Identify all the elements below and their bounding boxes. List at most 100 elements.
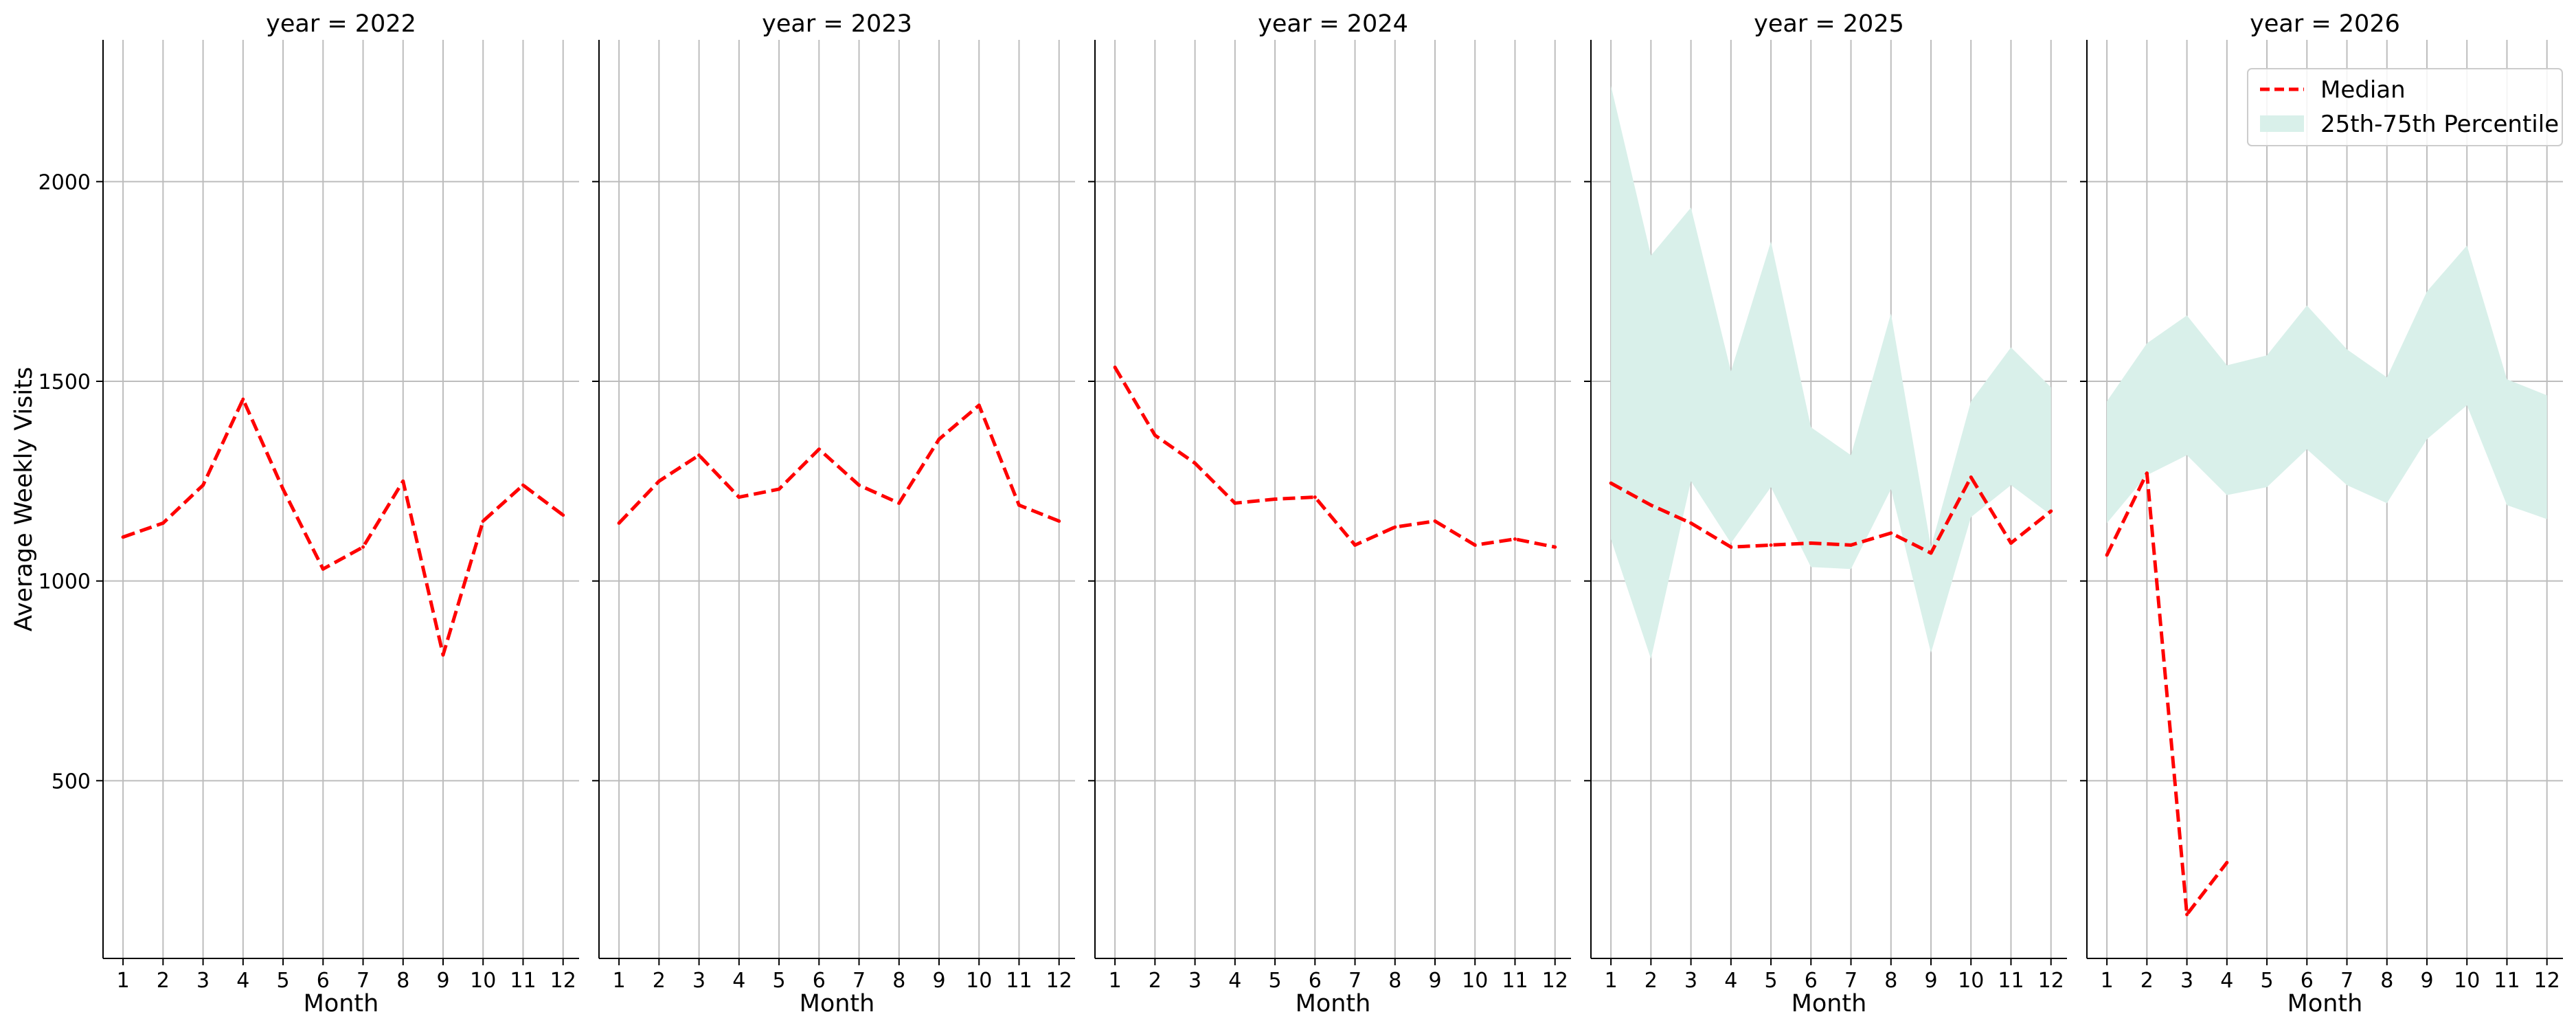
x-tick-label: 11 [1502, 969, 1528, 993]
x-tick-label: 9 [2420, 969, 2433, 993]
x-axis-title: Month [1792, 990, 1867, 1018]
x-tick-label: 12 [2038, 969, 2064, 993]
x-tick-label: 10 [966, 969, 992, 993]
median-point [897, 501, 901, 505]
median-point [2145, 471, 2149, 475]
median-point [1273, 497, 1277, 501]
median-point [1769, 543, 1773, 547]
x-tick-label: 6 [1805, 969, 1818, 993]
median-point [1153, 433, 1157, 437]
median-point [361, 545, 365, 549]
legend-label-median: Median [2320, 76, 2406, 104]
median-point [1969, 475, 1973, 480]
median-point [2225, 860, 2229, 864]
x-axis-title: Month [800, 990, 875, 1018]
x-tick-label: 11 [1998, 969, 2024, 993]
median-point [441, 653, 445, 657]
x-tick-label: 4 [236, 969, 249, 993]
median-point [1473, 543, 1477, 547]
x-tick-label: 1 [117, 969, 130, 993]
x-tick-label: 8 [396, 969, 409, 993]
panel-title: year = 2023 [762, 10, 912, 38]
x-tick-label: 9 [436, 969, 449, 993]
median-line [2105, 471, 2228, 917]
x-tick-label: 6 [317, 969, 330, 993]
x-tick-label: 12 [550, 969, 576, 993]
x-tick-label: 3 [1188, 969, 1201, 993]
median-point [1929, 551, 1933, 555]
median-point [1017, 503, 1021, 507]
median-point [1729, 545, 1733, 549]
median-point [201, 483, 205, 487]
median-point [817, 447, 821, 451]
x-tick-label: 10 [1462, 969, 1488, 993]
x-tick-label: 10 [470, 969, 496, 993]
median-point [1193, 461, 1197, 465]
x-axis-title: Month [304, 990, 379, 1018]
x-tick-label: 5 [1765, 969, 1778, 993]
median-point [1353, 543, 1357, 547]
median-point [1889, 531, 1893, 535]
x-tick-label: 3 [2180, 969, 2193, 993]
legend-band-swatch [2260, 115, 2304, 132]
x-tick-label: 12 [1542, 969, 1568, 993]
x-tick-label: 1 [1605, 969, 1618, 993]
median-point [1233, 501, 1237, 505]
x-axis-title: Month [1296, 990, 1371, 1018]
x-tick-label: 3 [196, 969, 210, 993]
median-point [857, 483, 861, 487]
median-point [321, 567, 325, 571]
x-tick-label: 5 [1269, 969, 1282, 993]
x-tick-label: 2 [653, 969, 666, 993]
panel-title: year = 2026 [2250, 10, 2400, 38]
median-point [401, 479, 405, 483]
x-tick-label: 3 [1684, 969, 1697, 993]
median-point [937, 437, 941, 441]
x-tick-label: 8 [2380, 969, 2393, 993]
x-tick-label: 2 [1645, 969, 1658, 993]
median-point [617, 521, 621, 525]
legend: Median 25th-75th Percentile [2247, 68, 2563, 146]
percentile-band [1611, 85, 2051, 660]
x-tick-label: 12 [1046, 969, 1072, 993]
median-point [1553, 545, 1557, 549]
median-point [1809, 541, 1813, 545]
median-line [1113, 366, 1556, 549]
x-tick-label: 2 [2140, 969, 2154, 993]
y-tick-label: 2000 [38, 170, 91, 194]
x-tick-label: 9 [1428, 969, 1441, 993]
x-tick-label: 11 [510, 969, 536, 993]
x-tick-label: 1 [2101, 969, 2114, 993]
panel-title: year = 2025 [1754, 10, 1904, 38]
median-point [657, 479, 661, 483]
x-tick-label: 11 [1006, 969, 1032, 993]
median-point [697, 453, 701, 458]
median-point [1313, 495, 1317, 499]
y-axis-title: Average Weekly Visits [10, 367, 38, 631]
median-point [1433, 519, 1437, 523]
x-tick-label: 9 [932, 969, 945, 993]
panel-title: year = 2024 [1258, 10, 1408, 38]
x-tick-label: 4 [732, 969, 745, 993]
x-tick-label: 6 [813, 969, 826, 993]
x-axis-title: Month [2287, 990, 2363, 1018]
x-tick-label: 8 [1884, 969, 1897, 993]
x-tick-label: 4 [1228, 969, 1241, 993]
legend-label-band: 25th-75th Percentile [2320, 111, 2559, 138]
x-tick-label: 10 [1958, 969, 1984, 993]
median-point [777, 487, 781, 491]
x-tick-label: 1 [1109, 969, 1122, 993]
median-point [161, 521, 165, 525]
y-tick-label: 1500 [38, 370, 91, 394]
x-tick-label: 3 [692, 969, 705, 993]
x-tick-label: 5 [277, 969, 290, 993]
x-tick-label: 9 [1924, 969, 1937, 993]
x-tick-label: 10 [2454, 969, 2480, 993]
median-point [1689, 521, 1693, 525]
median-point [1057, 519, 1061, 523]
